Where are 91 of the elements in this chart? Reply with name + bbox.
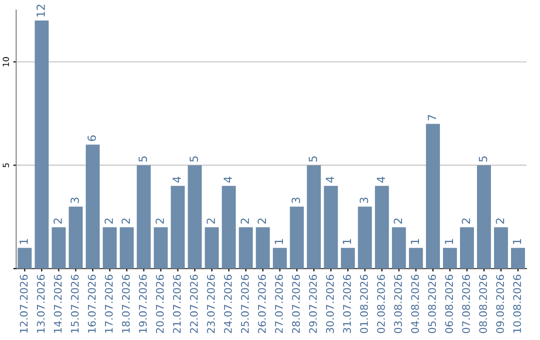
bar (290, 206, 304, 269)
data-label: 2 (462, 218, 470, 224)
data-label: 3 (360, 198, 368, 203)
bar (188, 165, 202, 269)
y-tick-label: 10 (2, 57, 10, 66)
data-label: 1 (512, 239, 522, 244)
x-tick-label: 10.08.2026 (513, 274, 522, 333)
bar (256, 227, 270, 269)
data-label: 2 (240, 218, 249, 224)
bar (154, 227, 168, 269)
x-tick-label: 06.08.2026 (445, 274, 453, 334)
data-label: 5 (478, 156, 488, 162)
x-tick-label: 25.07.2026 (240, 274, 249, 334)
x-tick-label: 13.07.2026 (36, 274, 45, 333)
bar (408, 248, 423, 269)
data-label: 2 (394, 218, 402, 224)
x-tick-label: 19.07.2026 (138, 274, 147, 333)
data-label: 5 (190, 156, 198, 162)
data-label: 2 (206, 218, 215, 224)
data-label: 2 (54, 218, 62, 224)
x-tick-label: 26.07.2026 (258, 274, 266, 334)
bar (358, 206, 372, 269)
bar (442, 248, 457, 269)
data-label: 1 (410, 239, 419, 244)
bar (306, 165, 321, 269)
x-tick-label: 31.07.2026 (343, 274, 351, 334)
x-tick-label: 20.07.2026 (156, 274, 164, 334)
data-label: 1 (20, 239, 28, 244)
x-tick-label: 27.07.2026 (275, 274, 283, 334)
bar (86, 144, 100, 269)
bar (340, 248, 355, 269)
data-label: 2 (156, 218, 164, 224)
bar (460, 227, 474, 269)
x-tick-label: 29.07.2026 (309, 274, 317, 334)
bar (18, 248, 32, 269)
bar (52, 227, 66, 269)
bar (374, 186, 389, 269)
data-label: 6 (88, 135, 96, 142)
bar (222, 186, 236, 269)
x-tick-label: 18.07.2026 (122, 274, 130, 333)
x-tick-label: 23.07.2026 (206, 274, 215, 334)
x-tick-label: 17.07.2026 (104, 274, 113, 333)
bar (272, 248, 287, 269)
bar (392, 227, 406, 269)
x-tick-label: 08.08.2026 (479, 274, 487, 334)
x-tick-label: 01.08.2026 (360, 274, 368, 334)
bar (204, 227, 219, 269)
bar (494, 227, 508, 269)
data-label: 4 (224, 176, 232, 183)
data-label: 12 (36, 4, 45, 17)
bar (102, 227, 117, 269)
x-tick-label: 15.07.2026 (70, 274, 79, 333)
bar (136, 165, 151, 269)
x-tick-label: 14.07.2026 (54, 274, 62, 333)
data-label: 2 (258, 218, 266, 224)
bar (68, 206, 83, 269)
data-label: 4 (326, 176, 334, 183)
x-tick-label: 12.07.2026 (20, 274, 28, 333)
data-label: 2 (496, 218, 504, 224)
data-label: 1 (444, 239, 454, 244)
x-tick-label: 09.08.2026 (496, 274, 504, 334)
x-tick-label: 03.08.2026 (394, 274, 402, 334)
x-tick-label: 21.07.2026 (172, 274, 181, 334)
data-label: 5 (138, 156, 147, 162)
x-tick-label: 22.07.2026 (190, 274, 198, 334)
x-tick-label: 04.08.2026 (411, 274, 419, 334)
data-label: 3 (292, 198, 300, 203)
x-tick-label: 16.07.2026 (88, 274, 96, 333)
x-tick-label: 28.07.2026 (292, 274, 300, 334)
bar (120, 227, 134, 269)
data-label: 2 (122, 218, 130, 224)
data-label: 1 (342, 239, 351, 244)
bar (324, 186, 338, 269)
bar (170, 186, 185, 269)
data-label: 5 (308, 156, 318, 162)
bar (426, 124, 440, 269)
x-tick-label: 24.07.2026 (224, 274, 232, 334)
x-tick-label: 05.08.2026 (428, 274, 436, 334)
bar (477, 165, 491, 269)
x-tick-label: 02.08.2026 (377, 274, 385, 334)
data-label: 1 (274, 239, 283, 244)
data-label: 4 (376, 176, 385, 183)
data-label: 3 (70, 198, 79, 203)
data-label: 2 (104, 218, 113, 224)
x-tick-label: 30.07.2026 (326, 274, 334, 334)
data-label: 4 (172, 176, 181, 183)
bar (34, 20, 49, 269)
bar (511, 248, 525, 269)
data-label: 7 (428, 115, 436, 120)
x-tick-label: 07.08.2026 (462, 274, 470, 334)
bar (238, 227, 253, 269)
